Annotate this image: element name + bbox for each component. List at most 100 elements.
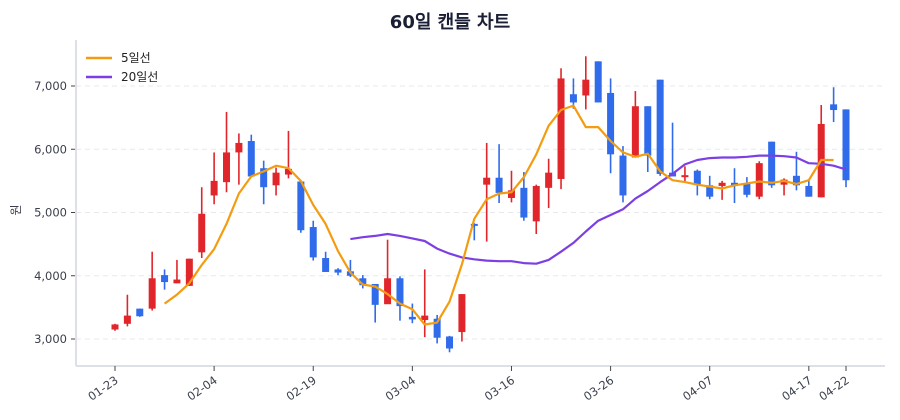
candle (594, 61, 602, 103)
candle-body (507, 190, 515, 198)
candle-body (483, 177, 491, 185)
candle-body (755, 163, 763, 197)
candle-body (743, 183, 751, 195)
candle-body (681, 175, 689, 178)
candle-body (421, 315, 429, 321)
candle-body (607, 92, 615, 155)
candle (260, 160, 268, 205)
chart-title: 60일 캔들 차트 (389, 12, 511, 33)
candle-body (520, 187, 528, 218)
candle (817, 104, 825, 198)
candle-body (718, 182, 726, 186)
candle-body (272, 172, 280, 186)
candle-body (359, 278, 367, 286)
candle (334, 268, 342, 276)
candle (470, 223, 478, 241)
candle-body (210, 180, 218, 196)
candle-body (569, 94, 577, 103)
candle-body (284, 168, 292, 175)
candle (210, 152, 218, 205)
candle (111, 323, 119, 331)
candle (322, 251, 330, 272)
candle-body (706, 185, 714, 197)
candle-body (185, 258, 193, 286)
legend-label: 5일선 (121, 51, 151, 65)
candle (161, 269, 169, 290)
candle (507, 170, 515, 203)
moving-average-lines (163, 104, 847, 326)
candle-body (148, 278, 156, 309)
candle (557, 68, 565, 190)
candle (284, 130, 292, 179)
candle-body (594, 61, 602, 103)
candle-body (495, 177, 503, 193)
candle (408, 303, 416, 324)
candle-body (532, 185, 540, 222)
candle-body (631, 106, 639, 158)
candle (371, 283, 379, 323)
candle-body (446, 336, 454, 349)
candle-body (123, 315, 131, 324)
x-tick-label: 04-22 (816, 373, 851, 404)
candle-body (161, 275, 169, 283)
candle-body (322, 258, 330, 272)
candle-body (334, 269, 342, 273)
y-axis-label: 원 (9, 204, 23, 215)
candle-body (173, 279, 181, 284)
candle-body (805, 185, 813, 197)
candle-body (247, 141, 255, 177)
candle (223, 111, 231, 193)
candle (297, 181, 305, 233)
candle (582, 56, 590, 110)
y-tick-label: 7,000 (34, 79, 67, 93)
candle (359, 275, 367, 289)
candle (718, 180, 726, 200)
candle-body (545, 172, 553, 188)
candle (842, 109, 850, 188)
candle (830, 87, 838, 123)
candle (755, 161, 763, 200)
y-tick-label: 4,000 (34, 269, 67, 283)
candle-body (693, 170, 701, 185)
ma20-line (350, 154, 847, 265)
candle (136, 308, 144, 317)
legend: 5일선 20일선 (86, 51, 158, 84)
x-tick-label: 04-07 (680, 373, 715, 404)
x-tick-label: 03-16 (482, 373, 517, 404)
candle-body (235, 142, 243, 153)
candle (619, 146, 627, 203)
candle (247, 134, 255, 177)
candle (532, 184, 540, 235)
candle-body (656, 79, 664, 174)
candle (446, 335, 454, 353)
candle (693, 169, 701, 196)
candle-body (198, 213, 206, 253)
candle-body (408, 316, 416, 320)
candle-body (780, 179, 788, 185)
x-tick-label: 03-04 (383, 373, 418, 404)
x-tick-label: 04-17 (779, 373, 814, 404)
candle-body (644, 106, 652, 156)
candle (545, 158, 553, 209)
candle (607, 78, 615, 174)
candle-body (136, 308, 144, 317)
y-tick-label: 6,000 (34, 142, 67, 156)
x-tick-label: 02-19 (284, 373, 319, 404)
candle-body (297, 181, 305, 231)
candle (173, 259, 181, 284)
candle (148, 251, 156, 311)
candle (631, 91, 639, 158)
candle-body (458, 294, 466, 333)
candle (433, 314, 441, 344)
candle (483, 142, 491, 242)
y-tick-label: 5,000 (34, 206, 67, 220)
legend-label: 20일선 (121, 70, 158, 84)
candle (198, 187, 206, 259)
candle-body (371, 283, 379, 305)
candle-body (557, 78, 565, 179)
candle (656, 79, 664, 176)
candle-body (309, 227, 317, 258)
candle-body (768, 141, 776, 186)
